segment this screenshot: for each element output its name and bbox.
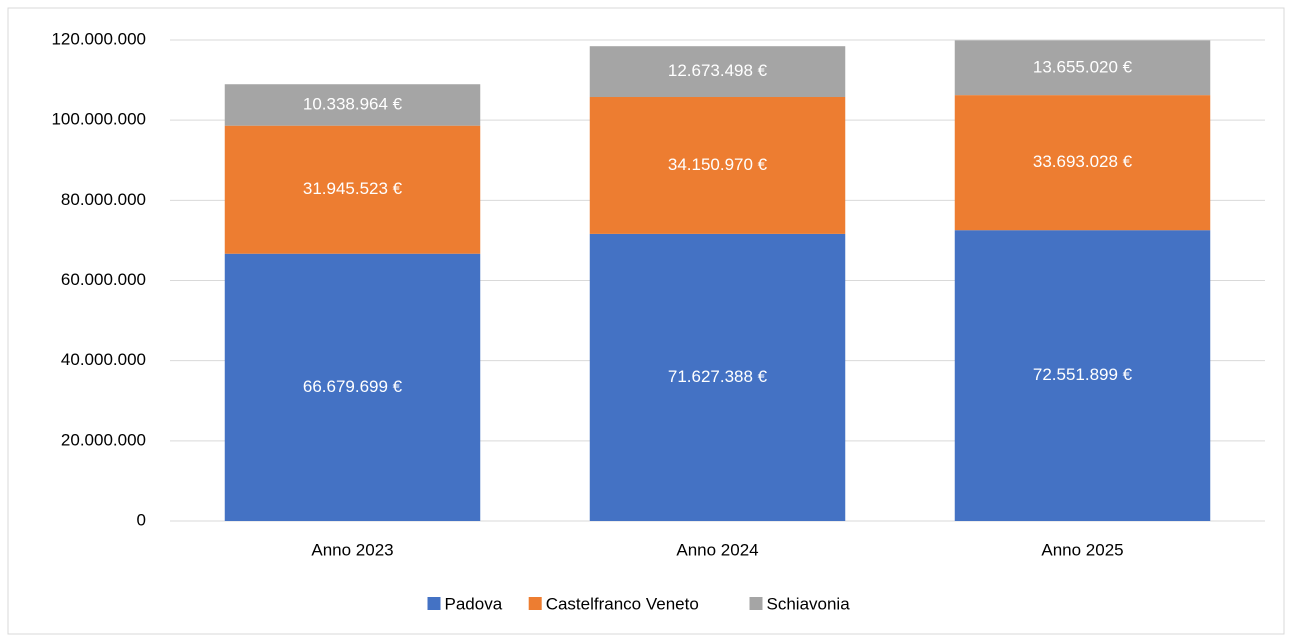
- x-tick-label: Anno 2023: [311, 540, 393, 559]
- bar-segment: [224, 253, 481, 522]
- bar-segment: [589, 97, 846, 234]
- data-label: 10.338.964 €: [303, 94, 403, 113]
- bar-segment: [589, 233, 846, 521]
- bar-segment: [954, 95, 1211, 231]
- data-label: 72.551.899 €: [1033, 365, 1133, 384]
- x-tick-label: Anno 2024: [676, 540, 758, 559]
- y-tick-label: 40.000.000: [61, 350, 146, 369]
- bar-segment: [224, 84, 481, 126]
- y-tick-label: 60.000.000: [61, 270, 146, 289]
- legend-swatch: [427, 597, 441, 610]
- data-label: 13.655.020 €: [1033, 57, 1133, 76]
- data-label: 71.627.388 €: [668, 367, 768, 386]
- y-tick-label: 120.000.000: [51, 29, 146, 48]
- data-label: 66.679.699 €: [303, 377, 403, 396]
- legend-label: Castelfranco Veneto: [546, 594, 699, 613]
- y-tick-label: 20.000.000: [61, 430, 146, 449]
- bar-segment: [224, 125, 481, 254]
- legend-label: Padova: [445, 594, 503, 613]
- y-tick-label: 80.000.000: [61, 190, 146, 209]
- x-tick-label: Anno 2025: [1041, 540, 1123, 559]
- bar-segment: [954, 40, 1211, 96]
- legend-swatch: [528, 597, 542, 610]
- data-label: 34.150.970 €: [668, 155, 768, 174]
- bar-segment: [589, 46, 846, 98]
- data-label: 33.693.028 €: [1033, 152, 1133, 171]
- y-tick-label: 100.000.000: [51, 110, 146, 129]
- y-tick-label: 0: [137, 510, 146, 529]
- bar-segment: [954, 230, 1211, 521]
- legend-swatch: [749, 597, 763, 610]
- legend-label: Schiavonia: [767, 594, 851, 613]
- data-label: 12.673.498 €: [668, 61, 768, 80]
- data-label: 31.945.523 €: [303, 179, 403, 198]
